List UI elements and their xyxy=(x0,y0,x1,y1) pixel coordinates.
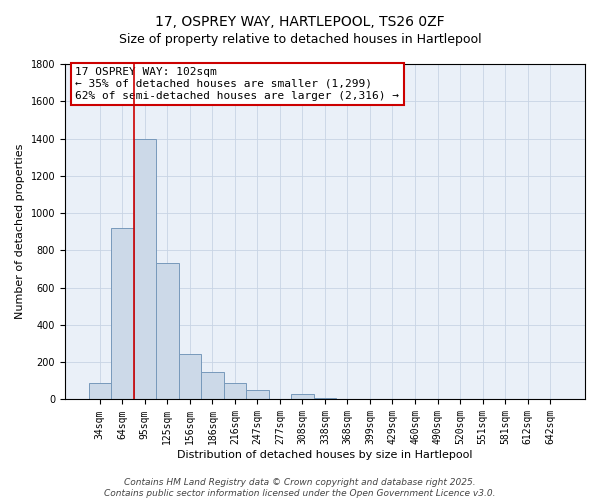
Text: Size of property relative to detached houses in Hartlepool: Size of property relative to detached ho… xyxy=(119,32,481,46)
Text: 17 OSPREY WAY: 102sqm
← 35% of detached houses are smaller (1,299)
62% of semi-d: 17 OSPREY WAY: 102sqm ← 35% of detached … xyxy=(76,68,400,100)
Bar xyxy=(201,372,224,400)
Text: 17, OSPREY WAY, HARTLEPOOL, TS26 0ZF: 17, OSPREY WAY, HARTLEPOOL, TS26 0ZF xyxy=(155,15,445,29)
Text: Contains HM Land Registry data © Crown copyright and database right 2025.
Contai: Contains HM Land Registry data © Crown c… xyxy=(104,478,496,498)
Bar xyxy=(111,228,134,400)
Bar xyxy=(291,394,314,400)
Bar xyxy=(246,390,269,400)
X-axis label: Distribution of detached houses by size in Hartlepool: Distribution of detached houses by size … xyxy=(177,450,473,460)
Bar xyxy=(156,264,179,400)
Bar xyxy=(179,354,201,400)
Bar xyxy=(224,382,246,400)
Bar xyxy=(134,138,156,400)
Y-axis label: Number of detached properties: Number of detached properties xyxy=(15,144,25,320)
Bar xyxy=(314,398,336,400)
Bar xyxy=(89,382,111,400)
